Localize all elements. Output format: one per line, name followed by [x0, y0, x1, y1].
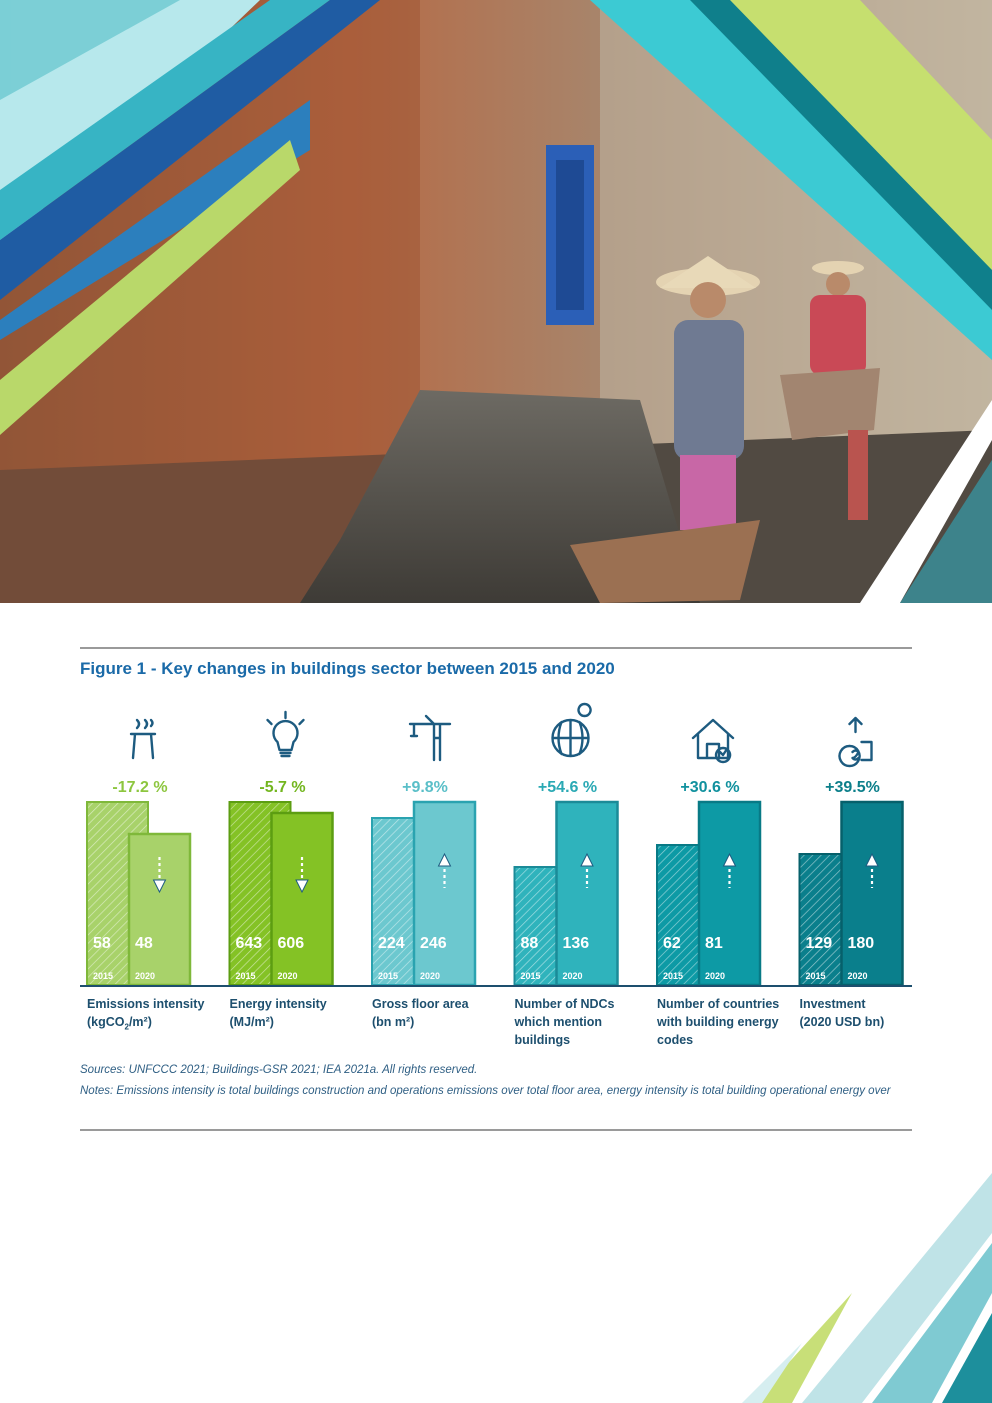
bar-2020	[840, 800, 904, 987]
globe-icon	[551, 702, 592, 758]
year-label-2020: 2020	[135, 971, 155, 981]
value-label-2020: 246	[420, 935, 447, 952]
house-check-icon	[691, 718, 735, 764]
bar-2020	[697, 800, 762, 987]
bottom-rule	[80, 1129, 912, 1131]
chart-baseline	[80, 985, 912, 987]
category-label-line: Investment	[799, 997, 866, 1011]
year-label-2015: 2015	[663, 971, 683, 981]
bar-2020	[270, 811, 334, 987]
bar-2020	[412, 800, 477, 987]
value-label-2015: 62	[663, 935, 681, 952]
category-label-line: Energy intensity	[229, 997, 327, 1011]
crane-icon	[408, 714, 452, 762]
change-label: +54.6 %	[538, 779, 597, 796]
category-label: Emissions intensity (kgCO2/m²)	[87, 995, 227, 1037]
category-label-line: Gross floor area	[372, 997, 469, 1011]
value-label-2020: 606	[278, 935, 305, 952]
category-label-line: with building energy	[657, 1015, 779, 1029]
category-label-line: Number of countries	[657, 997, 780, 1011]
arrow-down-icon	[295, 857, 309, 894]
cover-photo	[0, 0, 992, 603]
value-label-2015: 58	[93, 935, 111, 952]
arrow-down-icon	[152, 857, 167, 894]
change-label: -5.7 %	[259, 779, 305, 796]
category-label-line: Emissions intensity	[87, 997, 205, 1011]
value-label-2020: 48	[135, 935, 153, 952]
value-label-2015: 129	[806, 935, 833, 952]
category-label-line: (MJ/m²)	[229, 1015, 274, 1029]
category-label-line: which mention	[514, 1015, 603, 1029]
category-label-line: codes	[657, 1033, 694, 1047]
year-label-2020: 2020	[278, 971, 298, 981]
year-label-2015: 2015	[806, 971, 826, 981]
worker-figure	[570, 256, 760, 603]
factory-chimney-icon	[129, 718, 157, 760]
category-label: Energy intensity (MJ/m²)	[230, 995, 370, 1031]
change-label: +30.6 %	[680, 779, 739, 796]
category-label: Investment (2020 USD bn)	[800, 995, 940, 1031]
value-label-2020: 81	[705, 935, 723, 952]
arrow-up-icon	[437, 852, 452, 888]
year-label-2015: 2015	[236, 971, 256, 981]
money-growth-icon	[838, 716, 873, 768]
year-label-2020: 2020	[420, 971, 440, 981]
category-label-line: (2020 USD bn)	[799, 1015, 885, 1029]
change-label: +39.5%	[825, 779, 880, 796]
arrow-up-icon	[865, 852, 879, 888]
arrow-up-icon	[722, 852, 737, 888]
worker-figure-second	[780, 261, 880, 520]
year-label-2015: 2015	[93, 971, 113, 981]
year-label-2020: 2020	[848, 971, 868, 981]
top-rule	[80, 647, 912, 649]
category-label-line: (bn m²)	[372, 1015, 415, 1029]
category-label: Number of countries with building energy c…	[657, 995, 797, 1049]
value-label-2015: 88	[521, 935, 539, 952]
figure-title: Figure 1 - Key changes in buildings sect…	[80, 659, 615, 678]
sources-text: Sources: UNFCCC 2021; Buildings-GSR 2021…	[80, 1064, 478, 1076]
year-label-2015: 2015	[378, 971, 398, 981]
value-label-2020: 136	[563, 935, 590, 952]
category-label: Gross floor area (bn m²)	[372, 995, 512, 1031]
notes-text: Notes: Emissions intensity is total buil…	[80, 1085, 891, 1097]
year-label-2020: 2020	[705, 971, 725, 981]
value-label-2020: 180	[848, 935, 875, 952]
bar-chart: -17.2 % 58 2015 48 2020 -5.7 % 643 2015 606 2020 +…	[80, 702, 912, 987]
value-label-2015: 224	[378, 935, 405, 952]
change-label: +9.8%	[402, 779, 448, 796]
category-label-line: (kgCO2/m²)	[87, 1015, 152, 1032]
bar-2020	[127, 832, 192, 987]
category-label-line: buildings	[514, 1033, 571, 1047]
value-label-2015: 643	[236, 935, 263, 952]
year-label-2015: 2015	[521, 971, 541, 981]
year-label-2020: 2020	[563, 971, 583, 981]
category-label-line: Number of NDCs	[514, 997, 615, 1011]
arrow-up-icon	[580, 852, 594, 888]
bar-2020	[555, 800, 619, 987]
change-label: -17.2 %	[112, 779, 167, 796]
category-label: Number of NDCs which mention buildings	[515, 995, 655, 1049]
light-bulb-icon	[266, 710, 305, 758]
corner-decoration	[742, 1173, 992, 1403]
